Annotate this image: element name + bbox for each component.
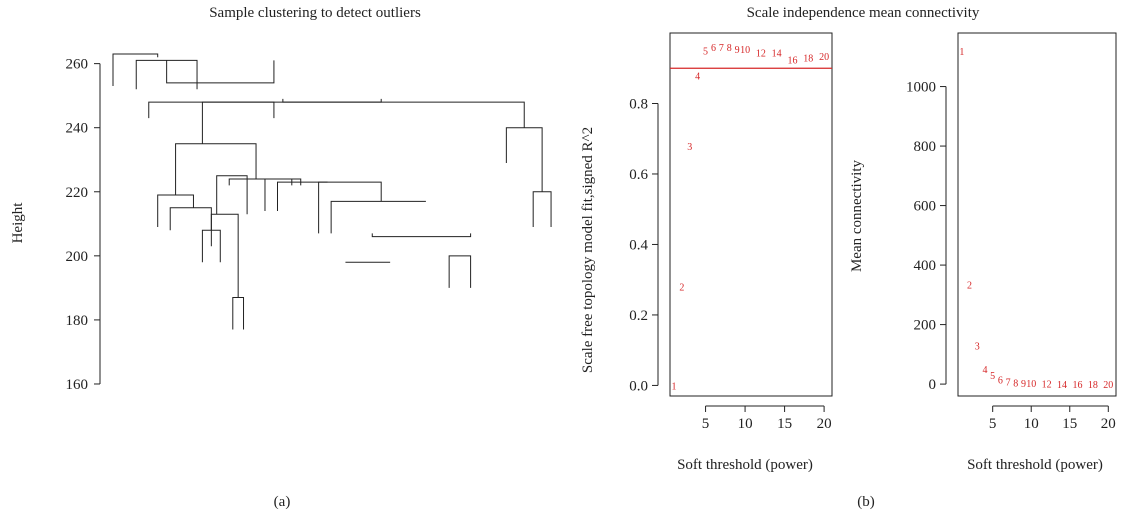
- mean-connectivity-x-tick-label: 10: [1024, 416, 1039, 432]
- mean-connectivity-y-tick-label: 1000: [906, 80, 936, 96]
- scale-free-point-label: 20: [819, 52, 829, 63]
- scale-independence-title: Scale independence mean connectivity: [747, 5, 980, 21]
- dendrogram-merge: [210, 213, 239, 298]
- mean-connectivity-x-label: Soft threshold (power): [967, 457, 1103, 473]
- dendrogram-y-tick-label: 160: [66, 377, 89, 393]
- dendrogram-merge: [157, 194, 194, 228]
- scale-free-y-label: Scale free topology model fit,signed R^2: [580, 127, 596, 373]
- scale-free-x-label: Soft threshold (power): [677, 457, 813, 473]
- mean-connectivity-y-tick-label: 600: [914, 199, 937, 215]
- dendrogram-y-tick-label: 180: [66, 313, 89, 329]
- scale-free-x-tick-label: 5: [702, 416, 710, 432]
- dendrogram-y-label: Height: [10, 202, 26, 244]
- dendrogram-merge: [175, 143, 257, 195]
- dendrogram-merge: [532, 191, 552, 228]
- dendrogram-title: Sample clustering to detect outliers: [209, 5, 421, 21]
- scale-free-x-tick-label: 15: [777, 416, 792, 432]
- mean-connectivity-y-tick-label: 800: [914, 139, 937, 155]
- mean-connectivity-panel: Mean connectivity Soft threshold (power)…: [849, 32, 1117, 473]
- scale-free-point-label: 14: [772, 48, 782, 59]
- dendrogram-merge: [318, 181, 382, 234]
- mean-connectivity-x-tick-label: 5: [989, 416, 997, 432]
- scale-free-y-tick-label: 0.4: [629, 237, 648, 253]
- scale-free-x-tick-label: 10: [738, 416, 753, 432]
- scale-free-point-label: 6: [711, 43, 716, 54]
- dendrogram-merge: [201, 101, 525, 144]
- mean-connectivity-point-label: 3: [975, 341, 980, 352]
- dendrogram-merge: [330, 200, 426, 234]
- mean-connectivity-y-tick-label: 200: [914, 318, 937, 334]
- scale-free-point-label: 18: [803, 54, 813, 65]
- dendrogram-y-tick-label: 260: [66, 57, 89, 73]
- dendrogram-merge: [166, 60, 275, 84]
- scale-free-fit-panel: Scale independence mean connectivity Sca…: [580, 5, 980, 473]
- scale-free-point-label: 4: [695, 71, 700, 82]
- dendrogram-y-tick-label: 220: [66, 185, 89, 201]
- scale-free-y-tick-label: 0.8: [629, 96, 648, 112]
- scale-free-point-label: 2: [679, 283, 684, 294]
- panel-b-caption: (b): [857, 494, 875, 510]
- dendrogram-merge: [169, 207, 212, 231]
- mean-connectivity-x-tick-label: 20: [1101, 416, 1116, 432]
- scale-free-point-label: 16: [787, 55, 797, 66]
- dendrogram-merge: [216, 175, 248, 215]
- scale-free-x-tick-label: 20: [817, 416, 832, 432]
- mean-connectivity-y-tick-label: 400: [914, 258, 937, 274]
- mean-connectivity-point-label: 14: [1057, 380, 1067, 391]
- mean-connectivity-point-label: 8: [1013, 378, 1018, 389]
- scale-free-point-label: 12: [756, 48, 766, 59]
- scale-free-point-label: 8: [727, 43, 732, 54]
- mean-connectivity-point-label: 6: [998, 376, 1003, 387]
- dendrogram-merge: [264, 178, 302, 211]
- scale-free-point-label: 3: [687, 142, 692, 153]
- dendrogram-y-tick-label: 240: [66, 121, 89, 137]
- mean-connectivity-point-label: 2: [967, 280, 972, 291]
- mean-connectivity-point-label: 9: [1021, 379, 1026, 390]
- scale-free-point-label: 9: [735, 45, 740, 56]
- scale-free-point-label: 1: [671, 381, 676, 392]
- mean-connectivity-x-tick-label: 15: [1062, 416, 1077, 432]
- scale-free-plot-frame: [669, 32, 833, 397]
- scale-free-y-tick-label: 0.6: [629, 167, 648, 183]
- panel-a-caption: (a): [274, 494, 291, 510]
- mean-connectivity-point-label: 20: [1103, 380, 1113, 391]
- dendrogram-panel: Sample clustering to detect outliers Hei…: [10, 5, 552, 393]
- dendrogram-merge: [276, 181, 328, 211]
- dendrogram-merge: [232, 296, 245, 330]
- mean-connectivity-axes: 0 200 400 600 800 1000 5 10 15 20: [906, 80, 1116, 432]
- scale-free-point-label: 10: [740, 45, 750, 56]
- scale-free-point-label: 7: [719, 43, 724, 54]
- dendrogram-y-tick-label: 200: [66, 249, 89, 265]
- mean-connectivity-point-label: 10: [1026, 379, 1036, 390]
- scale-free-y-tick-label: 0.0: [629, 378, 648, 394]
- mean-connectivity-point-label: 4: [982, 365, 987, 376]
- dendrogram-merge: [448, 255, 472, 288]
- mean-connectivity-point-label: 5: [990, 371, 995, 382]
- dendrogram-merge: [148, 101, 275, 119]
- mean-connectivity-point-label: 18: [1088, 380, 1098, 391]
- mean-connectivity-y-label: Mean connectivity: [849, 159, 865, 272]
- dendrogram-merge: [371, 233, 472, 238]
- dendrogram-merge: [112, 53, 159, 87]
- dendrogram-y-axis: 160 180 200 220 240 260: [66, 57, 101, 393]
- mean-connectivity-point-label: 7: [1006, 377, 1011, 388]
- mean-connectivity-point-label: 16: [1072, 380, 1082, 391]
- scale-free-y-tick-label: 0.2: [629, 308, 648, 324]
- scale-free-axes: 0.0 0.2 0.4 0.6 0.8 5 10 15 20: [629, 96, 831, 432]
- mean-connectivity-point-label: 1: [959, 47, 964, 58]
- dendrogram-branches: [112, 53, 552, 330]
- dendrogram-merge: [505, 127, 543, 192]
- mean-connectivity-plot-frame: [957, 32, 1117, 397]
- mean-connectivity-y-tick-label: 0: [929, 377, 937, 393]
- scale-free-point-label: 5: [703, 47, 708, 58]
- mean-connectivity-point-label: 12: [1042, 380, 1052, 391]
